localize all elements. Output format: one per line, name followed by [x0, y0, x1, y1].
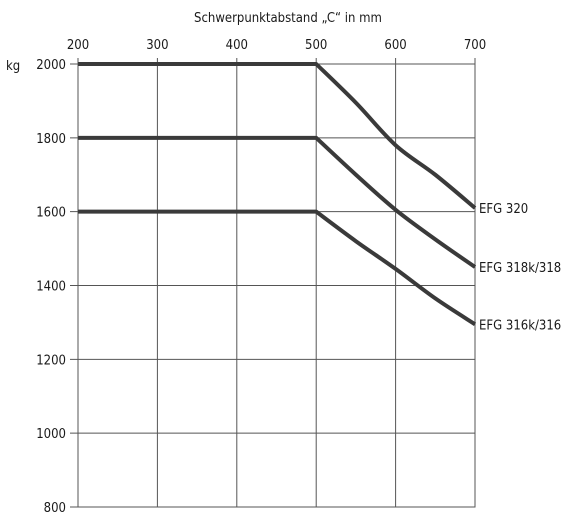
series-labels: EFG 320 EFG 318k/318 EFG 316k/316: [479, 202, 561, 333]
y-tick-label: 2000: [36, 58, 66, 73]
y-tick-label: 1600: [36, 206, 66, 221]
y-tick-label: 1400: [36, 280, 66, 295]
x-tick-label: 700: [464, 38, 486, 53]
series-label-1: EFG 320: [479, 202, 528, 217]
series-line-2: [78, 135, 477, 269]
y-axis-unit: kg: [6, 59, 20, 74]
x-tick-label: 200: [67, 38, 89, 53]
x-tick-label: 400: [226, 38, 248, 53]
y-tick-label: 1000: [36, 427, 66, 442]
y-tick-label: 1200: [36, 353, 66, 368]
series-lines: [78, 62, 477, 326]
x-tick-label: 600: [384, 38, 406, 53]
x-tick-labels: 200 300 400 500 600 700: [67, 38, 486, 53]
y-tick-label: 1800: [36, 132, 66, 147]
x-axis-title: Schwerpunktabstand „C“ in mm: [194, 11, 382, 26]
y-tick-label: 800: [44, 501, 66, 516]
x-tick-label: 300: [146, 38, 168, 53]
series-line-3: [78, 209, 477, 326]
x-tick-label: 500: [305, 38, 327, 53]
series-label-2: EFG 318k/318: [479, 261, 561, 276]
y-tick-labels: 800 1000 1200 1400 1600 1800 2000: [36, 58, 66, 516]
series-label-3: EFG 316k/316: [479, 318, 561, 333]
series-line-1: [78, 62, 477, 210]
